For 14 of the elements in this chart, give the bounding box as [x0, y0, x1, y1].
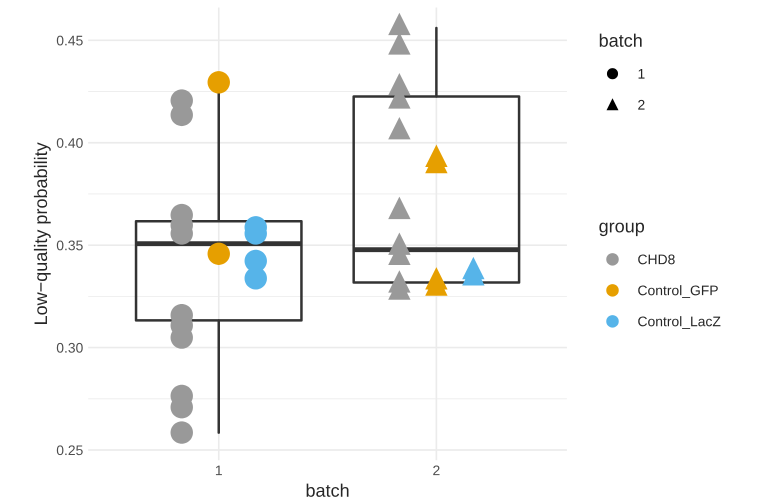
y-axis-title: Low−quality probability [34, 142, 51, 324]
y-tick-label: 0.40 [56, 138, 83, 148]
legend-label: Control_LacZ [638, 316, 720, 329]
legend-label: Control_GFP [638, 285, 718, 298]
legend-title: group [599, 222, 644, 236]
text: batch [600, 34, 642, 47]
text: 1 [638, 69, 645, 79]
y-tick-label: 0.25 [56, 445, 83, 456]
y-tick-label: 0.35 [56, 240, 83, 250]
legend-label: CHD8 [638, 254, 675, 264]
x-axis-title: batch [306, 484, 348, 497]
y-tick-label: 0.30 [56, 342, 83, 353]
text: 2 [638, 100, 645, 110]
y-tick-label: 0.45 [56, 36, 83, 46]
